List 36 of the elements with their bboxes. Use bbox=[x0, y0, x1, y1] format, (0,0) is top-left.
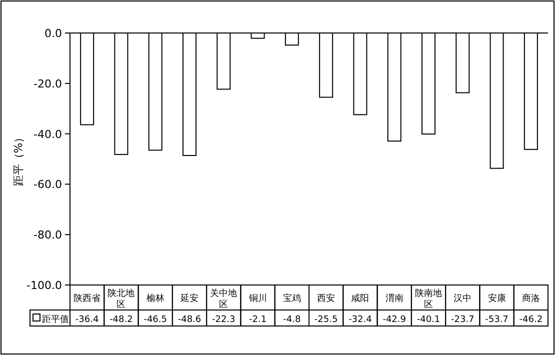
data-label: -2.1 bbox=[249, 315, 267, 325]
x-tick-label: 榆林 bbox=[146, 293, 164, 304]
y-tick-label: -20.0 bbox=[34, 77, 62, 90]
data-label: -4.8 bbox=[283, 315, 301, 325]
data-label: -22.3 bbox=[212, 315, 236, 325]
data-label: -23.7 bbox=[450, 315, 474, 325]
x-tick-label: 宝鸡 bbox=[282, 293, 301, 304]
data-label: -36.4 bbox=[75, 315, 99, 325]
y-tick-label: -80.0 bbox=[34, 228, 62, 242]
data-label: -48.2 bbox=[110, 315, 133, 325]
x-tick-label: 陕西省 bbox=[74, 293, 101, 304]
data-label: -48.6 bbox=[178, 315, 202, 325]
x-tick-label: 陕南地区 bbox=[415, 288, 442, 310]
x-tick-label: 安康 bbox=[488, 293, 506, 304]
x-tick-label: 咸阳 bbox=[351, 293, 370, 304]
data-label: -40.1 bbox=[416, 315, 440, 325]
data-label: -25.5 bbox=[314, 315, 338, 325]
y-tick-label: -100.0 bbox=[26, 279, 62, 292]
x-tick-label: 铜川 bbox=[248, 293, 267, 304]
x-tick-label: 陕北地区 bbox=[108, 288, 135, 310]
y-tick-label: 0.0 bbox=[44, 27, 62, 40]
x-tick-label: 商洛 bbox=[522, 293, 540, 304]
data-label: -53.7 bbox=[485, 315, 508, 325]
data-label: -32.4 bbox=[348, 315, 372, 325]
data-label: -46.5 bbox=[144, 315, 168, 325]
x-tick-label: 渭南 bbox=[385, 293, 404, 304]
x-tick-label: 西安 bbox=[317, 293, 336, 304]
y-tick-label: -40.0 bbox=[34, 128, 62, 141]
y-tick-label: -60.0 bbox=[34, 178, 62, 192]
x-tick-label: 汉中 bbox=[454, 293, 472, 304]
y-axis-title: 距平（%） bbox=[12, 132, 25, 186]
x-tick-label: 延安 bbox=[180, 293, 198, 304]
data-label: -46.2 bbox=[519, 315, 543, 325]
data-label: -42.9 bbox=[382, 315, 406, 325]
legend-label: 距平值 bbox=[42, 314, 69, 325]
x-tick-label: 关中地区 bbox=[210, 288, 238, 310]
